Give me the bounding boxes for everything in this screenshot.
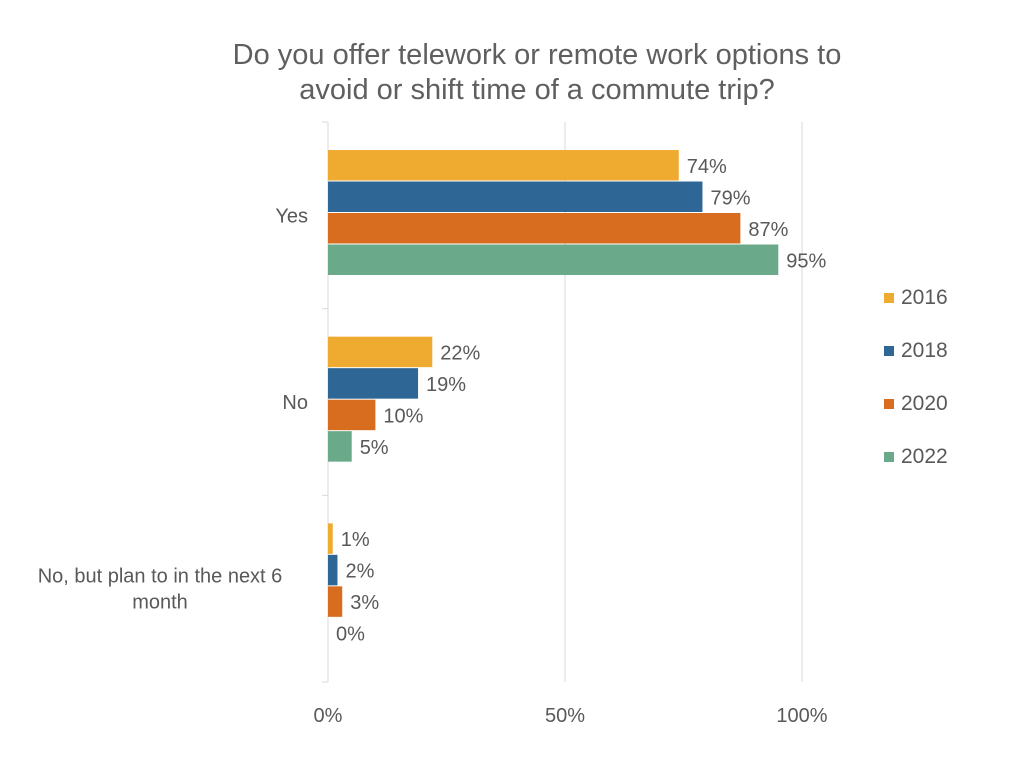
chart-title: Do you offer telework or remote work opt… xyxy=(233,39,842,106)
data-label-2022-cat2: 5% xyxy=(360,437,389,459)
x-tick-label-0: 0% xyxy=(314,705,343,727)
legend-label-2020: 2020 xyxy=(901,392,948,415)
data-label-2020-cat3: 3% xyxy=(350,592,379,614)
data-label-2016-cat1: 74% xyxy=(687,156,727,178)
legend-label-2016: 2016 xyxy=(901,286,948,309)
bar-2016-cat3 xyxy=(328,523,333,554)
legend-swatch-2018 xyxy=(884,346,894,356)
legend-label-2022: 2022 xyxy=(901,445,948,468)
data-label-2018-cat1: 79% xyxy=(710,187,750,209)
bar-2020-cat2 xyxy=(328,399,376,431)
bar-2016-cat1 xyxy=(328,150,679,181)
bar-2018-cat2 xyxy=(328,368,419,399)
category-labels: Yes No No, but plan to in the next 6 month xyxy=(38,205,308,613)
title-line-1: Do you offer telework or remote work opt… xyxy=(233,39,842,71)
title-line-2: avoid or shift time of a commute trip? xyxy=(299,74,774,106)
bar-2020-cat1 xyxy=(328,213,741,244)
bar-2022-cat2 xyxy=(328,431,352,462)
category-label-2-line-1: No xyxy=(282,392,308,414)
data-label-2018-cat3: 2% xyxy=(345,561,374,583)
legend: 2016 2018 2020 2022 xyxy=(884,286,948,468)
bar-2018-cat1 xyxy=(328,181,703,212)
data-label-2016-cat2: 22% xyxy=(440,342,480,364)
bars: 74% 79% 87% 95% 22% 19%10% 5% 1% 2% 3% 0% xyxy=(328,150,827,646)
data-label-2022-cat3: 0% xyxy=(336,624,365,646)
data-label-2020-cat2: 10% xyxy=(383,405,423,427)
legend-label-2018: 2018 xyxy=(901,339,948,362)
bar-2020-cat3 xyxy=(328,586,343,617)
legend-swatch-2016 xyxy=(884,293,894,303)
x-tick-label-100: 100% xyxy=(776,705,827,727)
bar-2022-cat1 xyxy=(328,244,779,275)
category-label-1-line-1: Yes xyxy=(275,205,308,227)
legend-swatch-2022 xyxy=(884,452,894,462)
x-tick-label-50: 50% xyxy=(545,705,585,727)
legend-swatch-2020 xyxy=(884,399,894,409)
category-label-3-line-2: month xyxy=(132,592,188,614)
category-label-3-line-1: No, but plan to in the next 6 xyxy=(38,566,283,588)
data-label-2022-cat1: 95% xyxy=(786,250,826,272)
data-label-2018-cat2: 19% xyxy=(426,374,466,396)
data-label-2020-cat1: 87% xyxy=(748,219,788,241)
x-axis-ticks: 0% 50% 100% xyxy=(314,705,828,727)
bar-2016-cat2 xyxy=(328,336,433,368)
data-label-2016-cat3: 1% xyxy=(341,529,370,551)
bar-2018-cat3 xyxy=(328,554,338,586)
